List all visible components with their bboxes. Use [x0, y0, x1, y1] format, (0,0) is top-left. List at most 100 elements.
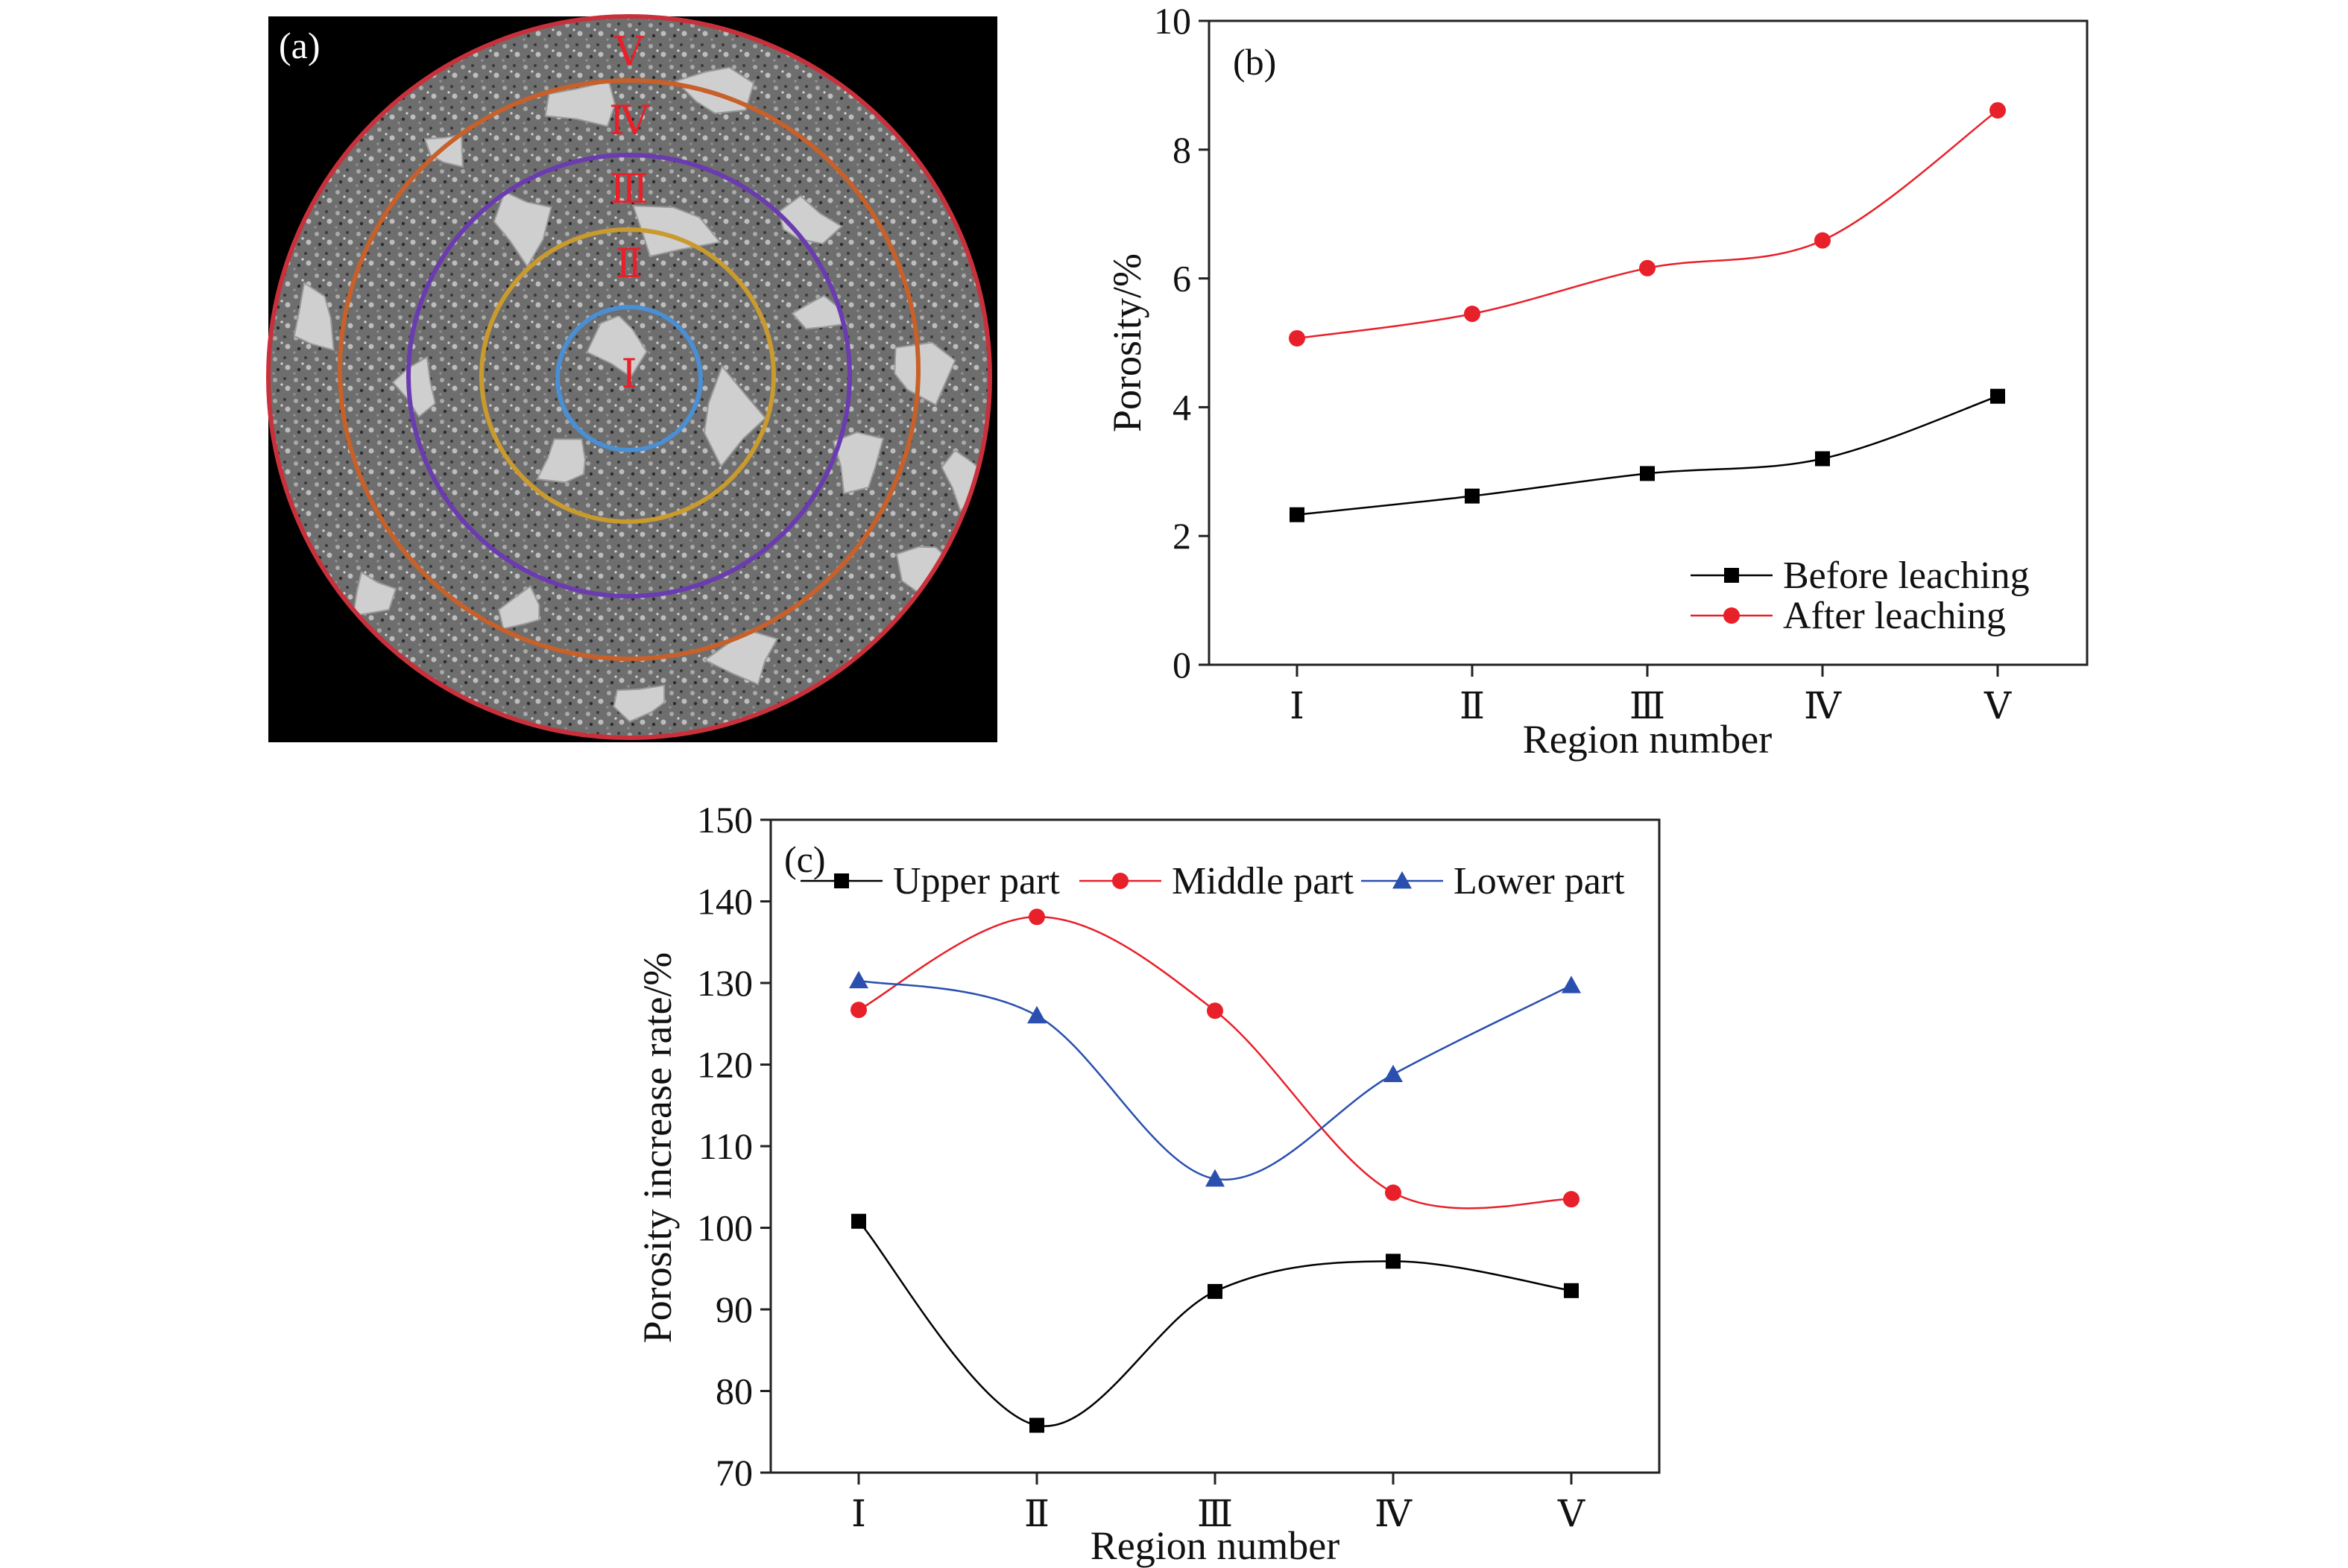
y-tick-label: 140: [697, 881, 753, 923]
ring-region-iii: [406, 153, 852, 598]
data-point-before-leaching: [1815, 451, 1830, 467]
panel-c-legend: Upper part Middle part Lower part: [801, 860, 1625, 902]
region-rings: [266, 14, 992, 740]
region-label: Ⅱ: [616, 241, 643, 286]
data-point-after-leaching: [1814, 232, 1831, 249]
data-point-lower-part: [1205, 1169, 1225, 1187]
y-tick-label: 130: [697, 962, 753, 1004]
y-tick-label: 110: [698, 1125, 753, 1167]
data-point-lower-part: [849, 970, 868, 989]
ring-region-ii: [479, 227, 776, 524]
legend-label: Before leaching: [1783, 554, 2030, 597]
ring-region-i: [555, 305, 703, 452]
y-tick-label: 90: [716, 1289, 753, 1330]
series-line-after-leaching: [1296, 110, 1998, 340]
panel-a-label: (a): [279, 25, 321, 66]
data-point-upper-part: [1386, 1254, 1401, 1269]
series-line-before-leaching: [1296, 395, 1998, 516]
panel-c-x-axis-title: Region number: [1091, 1523, 1339, 1568]
x-tick-label: Ⅰ: [851, 1493, 866, 1534]
region-labels: Ⅴ Ⅳ Ⅲ Ⅱ Ⅰ: [609, 30, 650, 396]
panel-c-plot-frame: [769, 818, 1661, 1474]
aggregate-particle: [352, 571, 397, 617]
aggregate-particle: [894, 341, 956, 406]
data-point-before-leaching: [1465, 488, 1480, 504]
region-label: Ⅲ: [610, 167, 648, 212]
y-tick-label: 10: [1154, 0, 1191, 42]
data-point-middle-part: [1207, 1002, 1223, 1019]
data-point-before-leaching: [1640, 466, 1655, 481]
data-point-middle-part: [1029, 908, 1045, 926]
legend-marker: [834, 873, 849, 888]
aggregate-particle: [832, 431, 885, 495]
data-point-before-leaching: [1990, 388, 2005, 404]
x-tick-label: Ⅲ: [1629, 685, 1665, 727]
panel-c-chart: (c) 70 80 90 100 110 120 130 140 150 Ⅰ Ⅱ Ⅲ Ⅳ Ⅴ Poros…: [635, 799, 1661, 1568]
region-label: Ⅰ: [621, 352, 637, 396]
y-tick-label: 120: [697, 1044, 753, 1086]
ring-region-iv: [338, 78, 921, 661]
data-point-middle-part: [1385, 1184, 1401, 1201]
y-tick-label: 150: [697, 799, 753, 841]
y-tick-label: 2: [1173, 515, 1191, 557]
panel-b-y-axis-title: Porosity/%: [1105, 253, 1149, 432]
panel-b-x-axis: Ⅰ Ⅱ Ⅲ Ⅳ Ⅴ: [1290, 665, 2012, 727]
data-point-upper-part: [1564, 1283, 1579, 1298]
panel-b-x-axis-title: Region number: [1523, 717, 1772, 762]
y-tick-label: 100: [697, 1207, 753, 1249]
data-point-upper-part: [1208, 1283, 1222, 1299]
legend-label: Lower part: [1454, 860, 1625, 902]
ct-cross-section: [268, 16, 990, 738]
y-tick-label: 8: [1173, 129, 1191, 171]
panel-c-x-axis: Ⅰ Ⅱ Ⅲ Ⅳ Ⅴ: [851, 1473, 1585, 1534]
data-point-lower-part: [1027, 1005, 1047, 1024]
data-point-after-leaching: [1464, 306, 1480, 323]
aggregate-particle: [703, 629, 779, 686]
region-label: Ⅴ: [614, 30, 645, 75]
data-point-after-leaching: [1989, 102, 2006, 119]
panel-b-data-points: [1289, 102, 2006, 522]
legend-marker: [1392, 871, 1412, 889]
aggregate-particle: [703, 364, 767, 468]
y-tick-label: 4: [1173, 386, 1191, 428]
legend-marker: [1112, 873, 1129, 889]
legend-label: Middle part: [1172, 860, 1354, 902]
data-point-lower-part: [1383, 1064, 1403, 1083]
series-line-middle-part: [858, 916, 1572, 1210]
panel-b-label: (b): [1233, 41, 1276, 83]
panel-c-y-axis: 70 80 90 100 110 120 130 140 150: [697, 799, 771, 1493]
aggregate-particle: [536, 438, 586, 484]
panel-c-label: (c): [784, 838, 826, 880]
x-tick-label: Ⅴ: [1557, 1493, 1585, 1534]
data-point-middle-part: [1563, 1191, 1579, 1208]
ring-region-v: [266, 14, 992, 740]
panel-b-y-axis: 0 2 4 6 8 10: [1154, 0, 1209, 686]
y-tick-label: 0: [1173, 644, 1191, 686]
legend-label: Upper part: [893, 860, 1060, 902]
panel-b-chart: (b) 0 2 4 6 8 10 Ⅰ Ⅱ Ⅲ Ⅳ Ⅴ Porosity/% Region numb…: [1105, 0, 2089, 762]
data-point-after-leaching: [1639, 259, 1656, 276]
panel-c-data-points: [849, 908, 1581, 1433]
aggregate-particle: [391, 355, 437, 418]
aggregate-particle: [586, 314, 648, 379]
x-tick-label: Ⅴ: [1984, 685, 2012, 727]
x-tick-label: Ⅱ: [1024, 1493, 1050, 1534]
aggregate-particle: [493, 190, 552, 268]
data-point-middle-part: [850, 1002, 867, 1019]
data-point-lower-part: [1562, 976, 1581, 993]
legend-marker: [1723, 607, 1740, 624]
x-tick-label: Ⅳ: [1375, 1493, 1413, 1534]
y-tick-label: 70: [716, 1452, 753, 1493]
x-tick-label: Ⅰ: [1290, 685, 1304, 727]
aggregate-particle: [293, 282, 335, 352]
x-tick-label: Ⅱ: [1459, 685, 1485, 727]
aggregate-particle: [497, 585, 540, 630]
series-line-upper-part: [858, 1220, 1572, 1427]
y-tick-label: 80: [716, 1371, 753, 1412]
x-tick-label: Ⅲ: [1197, 1493, 1233, 1534]
data-point-upper-part: [851, 1213, 866, 1229]
x-tick-label: Ⅳ: [1804, 685, 1842, 727]
panel-a: Ⅴ Ⅳ Ⅲ Ⅱ Ⅰ (a): [266, 14, 997, 742]
data-point-before-leaching: [1290, 507, 1304, 522]
